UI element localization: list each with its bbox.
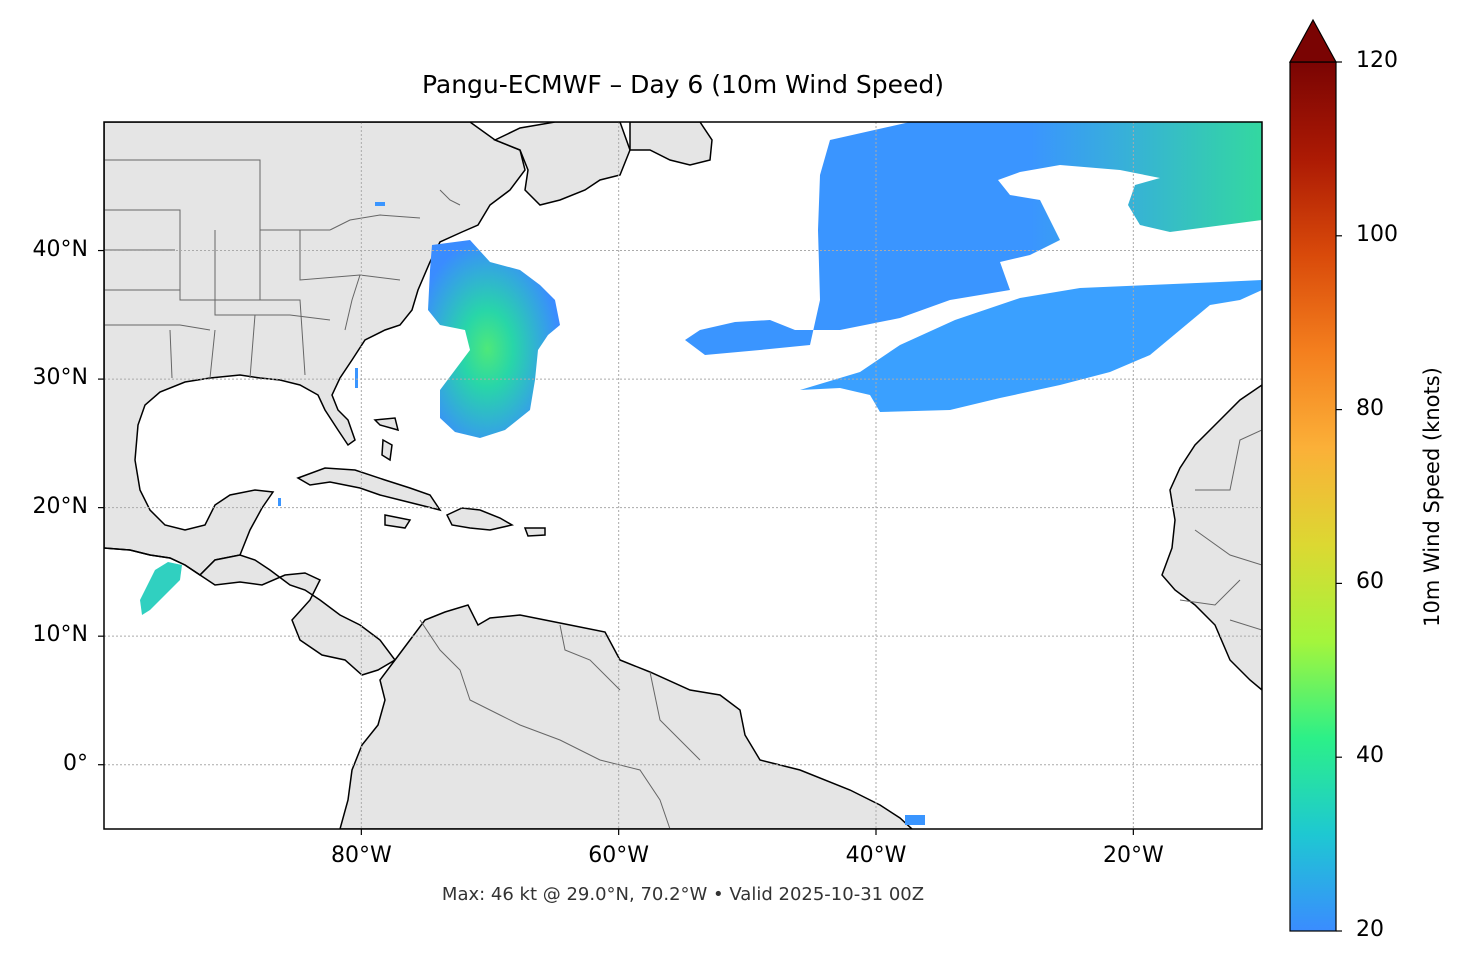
wind-area-speck-3 <box>905 815 925 825</box>
colorbar <box>1288 18 1342 932</box>
colorbar-tick-label: 20 <box>1356 917 1384 942</box>
colorbar-tick-label: 80 <box>1356 395 1384 421</box>
colorbar-body <box>1289 61 1337 932</box>
colorbar-extend-arrow <box>1288 18 1338 63</box>
map-frame <box>103 121 1263 830</box>
wind-area-pacific <box>140 562 182 615</box>
lon-tick-label: 60°W <box>588 843 650 868</box>
wind-area-speck-1 <box>355 368 358 388</box>
lat-tick-label: 20°N <box>32 493 88 519</box>
axis-tickmarks <box>98 249 1134 835</box>
colorbar-tick-label: 40 <box>1356 743 1384 769</box>
lat-tick-label: 10°N <box>32 622 88 648</box>
land-central-america <box>104 547 397 676</box>
wind-area-speck-4 <box>375 202 385 206</box>
political-borders <box>104 159 1262 829</box>
land-africa <box>1161 384 1262 691</box>
lat-tick-label: 30°N <box>32 365 88 391</box>
wind-area-speck-2 <box>278 498 281 506</box>
map-footer: Max: 46 kt @ 29.0°N, 70.2°W • Valid 2025… <box>441 884 925 905</box>
colorbar-tick-label: 120 <box>1356 48 1398 73</box>
gridlines <box>104 122 1262 829</box>
wind-area-east <box>800 280 1262 412</box>
lat-tick-label: 40°N <box>32 236 88 262</box>
lon-tick-label: 40°W <box>845 843 907 868</box>
colorbar-tick-label: 100 <box>1356 221 1398 247</box>
colorbar-label: 10m Wind Speed (knots) <box>1420 367 1444 627</box>
land-caribbean <box>296 417 546 537</box>
lon-tick-label: 20°W <box>1102 843 1164 868</box>
lon-tick-label: 80°W <box>330 843 392 868</box>
colorbar-tickmarks <box>1336 61 1342 932</box>
colorbar-tick-label: 60 <box>1356 569 1384 595</box>
map-title: Pangu-ECMWF – Day 6 (10m Wind Speed) <box>421 70 945 99</box>
wind-area-storm <box>428 240 560 438</box>
land-south-america <box>339 604 914 829</box>
wind-field <box>140 122 1262 825</box>
wind-area-northeast <box>685 122 1262 355</box>
lat-tick-label: 0° <box>63 750 88 776</box>
land-north-america <box>104 122 713 576</box>
